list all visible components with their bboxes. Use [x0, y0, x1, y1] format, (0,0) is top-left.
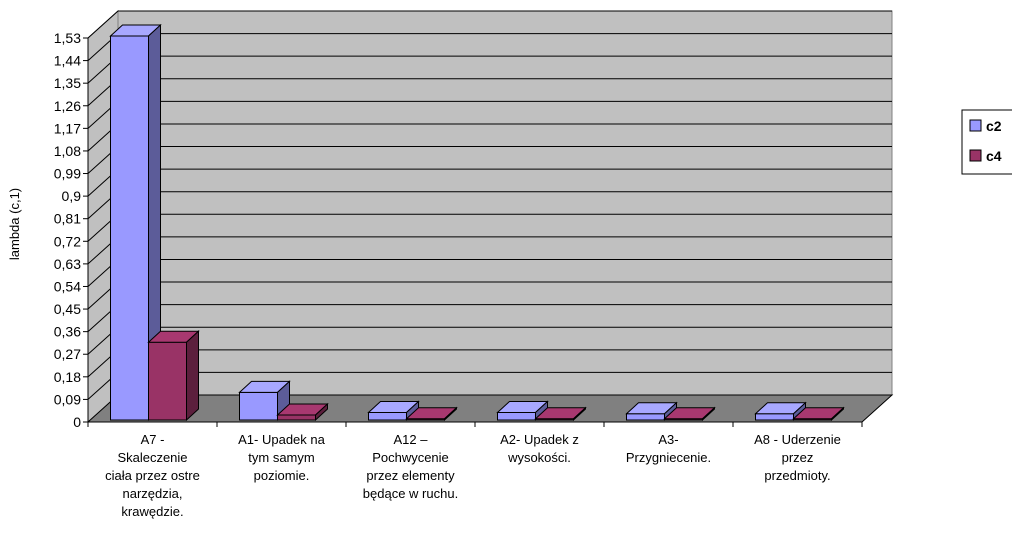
category-label: A8 - Uderzenie przez przedmioty. [754, 432, 841, 483]
bar-c4-4 [663, 406, 716, 422]
y-axis: 0 0,09 0,18 0,27 0,36 0,45 0,54 0,63 0,72 0,81 0,9… [54, 30, 89, 430]
y-tick-label: 1,53 [54, 30, 81, 46]
category-label-line: A1- Upadek na [238, 432, 325, 447]
category-label-line: przez elementy [366, 468, 455, 483]
bar-c2-2 [367, 400, 420, 422]
category-label-line: A8 - Uderzenie [754, 432, 841, 447]
bar-c4-1 [276, 402, 329, 422]
legend: c2 c4 [961, 109, 1012, 175]
x-axis: A7 - Skaleczenie ciała przez ostre narzędzi… [87, 421, 863, 519]
category-label-line: poziomie. [254, 468, 310, 483]
bar-front [755, 413, 794, 421]
category-label: A2- Upadek z wysokości. [500, 432, 579, 465]
y-tick-label: 0,63 [54, 256, 81, 272]
bar-c2-5 [754, 401, 807, 422]
y-tick-label: 0,27 [54, 346, 81, 362]
legend-label-c2: c2 [986, 118, 1002, 134]
category-label-line: A2- Upadek z [500, 432, 579, 447]
bar-side [186, 330, 199, 422]
bar-side [315, 402, 328, 422]
plot-walls [86, 9, 894, 424]
category-label-line: przedmioty. [764, 468, 830, 483]
category-label-line: Skaleczenie [117, 450, 187, 465]
category-label-line: Pochwycenie [372, 450, 449, 465]
bar-front [110, 35, 149, 421]
bar-front [626, 413, 665, 421]
y-tick-label: 0,18 [54, 369, 81, 385]
y-tick-label: 1,08 [54, 143, 81, 159]
category-label-line: narzędzia, [123, 486, 183, 501]
y-tick-label: 1,17 [54, 120, 81, 136]
category-label: A12 – Pochwycenie przez elementy będące w r… [363, 432, 458, 501]
category-label: A7 - Skaleczenie ciała przez ostre narzędzi… [105, 432, 200, 519]
bar-front [368, 411, 407, 421]
bars [109, 23, 845, 422]
legend-label-c4: c4 [986, 148, 1002, 164]
category-label-line: ciała przez ostre [105, 468, 200, 483]
y-tick-label: 0,09 [54, 391, 81, 407]
legend-swatch-c4 [969, 149, 982, 162]
y-tick-label: 0 [73, 414, 81, 430]
category-label-line: krawędzie. [121, 504, 183, 519]
y-tick-label: 1,26 [54, 98, 81, 114]
category-label-line: tym samym [248, 450, 314, 465]
category-label-line: Przygniecenie. [626, 450, 711, 465]
y-tick-label: 0,36 [54, 324, 81, 340]
bar-front [148, 341, 187, 421]
gridline [87, 10, 892, 39]
category-label-line: będące w ruchu. [363, 486, 458, 501]
bar-side [573, 406, 586, 422]
y-tick-label: 1,35 [54, 75, 81, 91]
bar-front [277, 414, 316, 421]
bar-c2-1 [238, 380, 291, 422]
category-label: A3- Przygniecenie. [626, 432, 711, 465]
category-label-line: A3- [658, 432, 678, 447]
y-tick-label: 0,81 [54, 211, 81, 227]
legend-swatch-c2 [969, 119, 982, 132]
bar-c2-0 [109, 23, 162, 422]
bar-side [831, 406, 844, 422]
bar-front [497, 411, 536, 421]
bar-c4-3 [534, 406, 587, 422]
y-tick-label: 0,54 [54, 278, 81, 294]
y-tick-label: 0,99 [54, 166, 81, 182]
category-label-line: wysokości. [507, 450, 571, 465]
back-wall [117, 10, 893, 396]
y-tick-label: 0,45 [54, 301, 81, 317]
bar-front [239, 391, 278, 421]
bar-c4-0 [147, 330, 200, 422]
y-tick-label: 0,9 [62, 188, 82, 204]
bar-c4-5 [792, 406, 845, 422]
category-label-line: A12 – [394, 432, 429, 447]
category-label-line: przez [782, 450, 814, 465]
y-tick-label: 0,72 [54, 233, 81, 249]
bar-side [444, 406, 457, 422]
category-label: A1- Upadek na tym samym poziomie. [238, 432, 325, 483]
y-tick-label: 1,44 [54, 53, 81, 69]
bar-c4-2 [405, 406, 458, 422]
category-label-line: A7 - [141, 432, 165, 447]
bar-c2-3 [496, 400, 549, 422]
bar-side [702, 406, 715, 422]
y-axis-title: lambda (c,1) [7, 188, 22, 260]
